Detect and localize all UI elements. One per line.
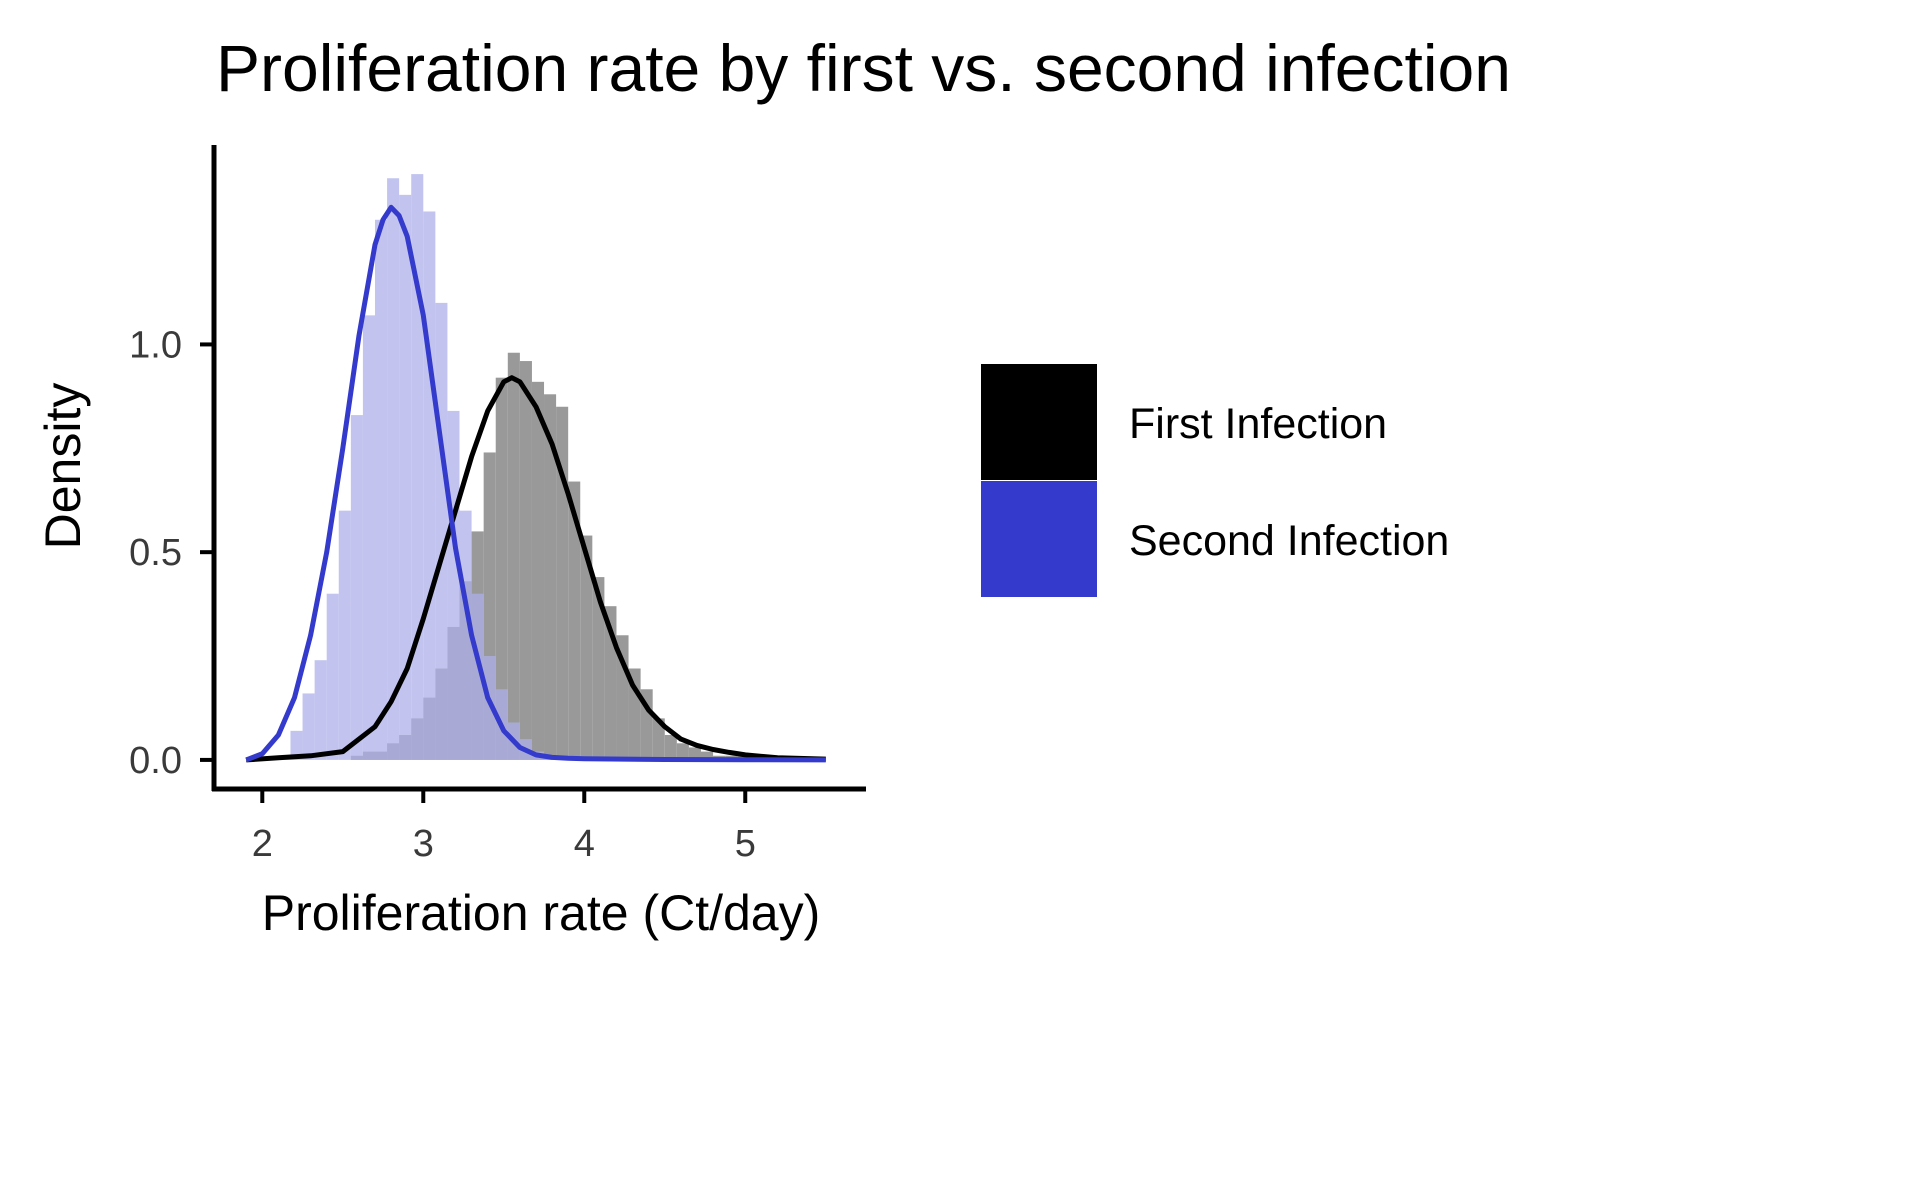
hist-bar-second-infection-2: [302, 693, 315, 760]
hist-bar-second-infection-13: [435, 302, 448, 760]
hist-bar-second-infection-8: [374, 219, 388, 760]
x-tick-label-4: 4: [574, 823, 595, 865]
y-axis-title: Density: [35, 383, 91, 550]
legend-label-second-infection: Second Infection: [1129, 517, 1450, 565]
histogram-layer: [278, 174, 750, 760]
hist-bar-second-infection-10: [399, 194, 412, 760]
x-tick-label-3: 3: [413, 823, 434, 865]
density-plot: 2 3 4 5 0.0 0.5 1.0 Proliferation rate (Ct/day…: [35, 145, 866, 941]
hist-bar-second-infection-12: [423, 211, 436, 760]
hist-bar-first-infection-27: [676, 743, 689, 760]
hist-bar-second-infection-4: [326, 593, 339, 760]
x-tick-label-5: 5: [735, 823, 756, 865]
hist-bar-first-infection-12: [495, 377, 508, 760]
density-curve-second-infection: [245, 204, 826, 763]
legend-label-first-infection: First Infection: [1129, 400, 1388, 448]
legend-item-first-infection: First Infection: [981, 364, 1501, 480]
hist-bar-first-infection-20: [592, 577, 605, 760]
axes: [211, 145, 866, 792]
density-curve-layer: [245, 204, 826, 763]
hist-bar-first-infection-24: [640, 689, 653, 760]
y-tick-label-0.5: 0.5: [129, 532, 182, 574]
x-tick-label-2: 2: [252, 823, 273, 865]
legend-swatch-first-infection: [981, 364, 1097, 480]
density-curve-first-infection: [246, 375, 826, 763]
y-tick-label-0.0: 0.0: [129, 740, 182, 782]
hist-bar-second-infection-3: [314, 660, 327, 760]
hist-bar-first-infection-25: [652, 718, 665, 760]
hist-bar-first-infection-17: [556, 406, 569, 760]
ticks: 2 3 4 5 0.0 0.5 1.0: [129, 324, 756, 865]
hist-bar-first-infection-14: [519, 361, 532, 760]
hist-bar-second-infection-5: [338, 510, 351, 760]
hist-bar-second-infection-1: [290, 730, 303, 760]
hist-bar-first-infection-13: [507, 352, 520, 760]
hist-bar-first-infection-16: [544, 394, 557, 760]
hist-bar-second-infection-7: [362, 315, 375, 760]
legend-swatch-second-infection: [981, 481, 1097, 597]
y-tick-label-1.0: 1.0: [129, 324, 182, 366]
hist-bar-first-infection-18: [568, 481, 581, 760]
hist-bar-second-infection-11: [411, 174, 424, 760]
hist-bar-first-infection-15: [531, 381, 545, 760]
hist-bar-second-infection-16: [471, 593, 484, 760]
hist-bar-first-infection-28: [688, 747, 701, 760]
hist-bar-second-infection-9: [387, 178, 400, 760]
hist-bar-second-infection-14: [447, 410, 460, 760]
hist-bar-second-infection-17: [483, 656, 496, 760]
hist-bar-first-infection-29: [700, 751, 714, 760]
x-axis-title: Proliferation rate (Ct/day): [262, 885, 821, 941]
hist-bar-second-infection-6: [350, 415, 363, 760]
legend-item-second-infection: Second Infection: [981, 481, 1501, 597]
hist-bar-first-infection-19: [580, 535, 593, 760]
chart-title: Proliferation rate by first vs. second i…: [216, 31, 1511, 105]
hist-bar-first-infection-26: [664, 734, 677, 760]
